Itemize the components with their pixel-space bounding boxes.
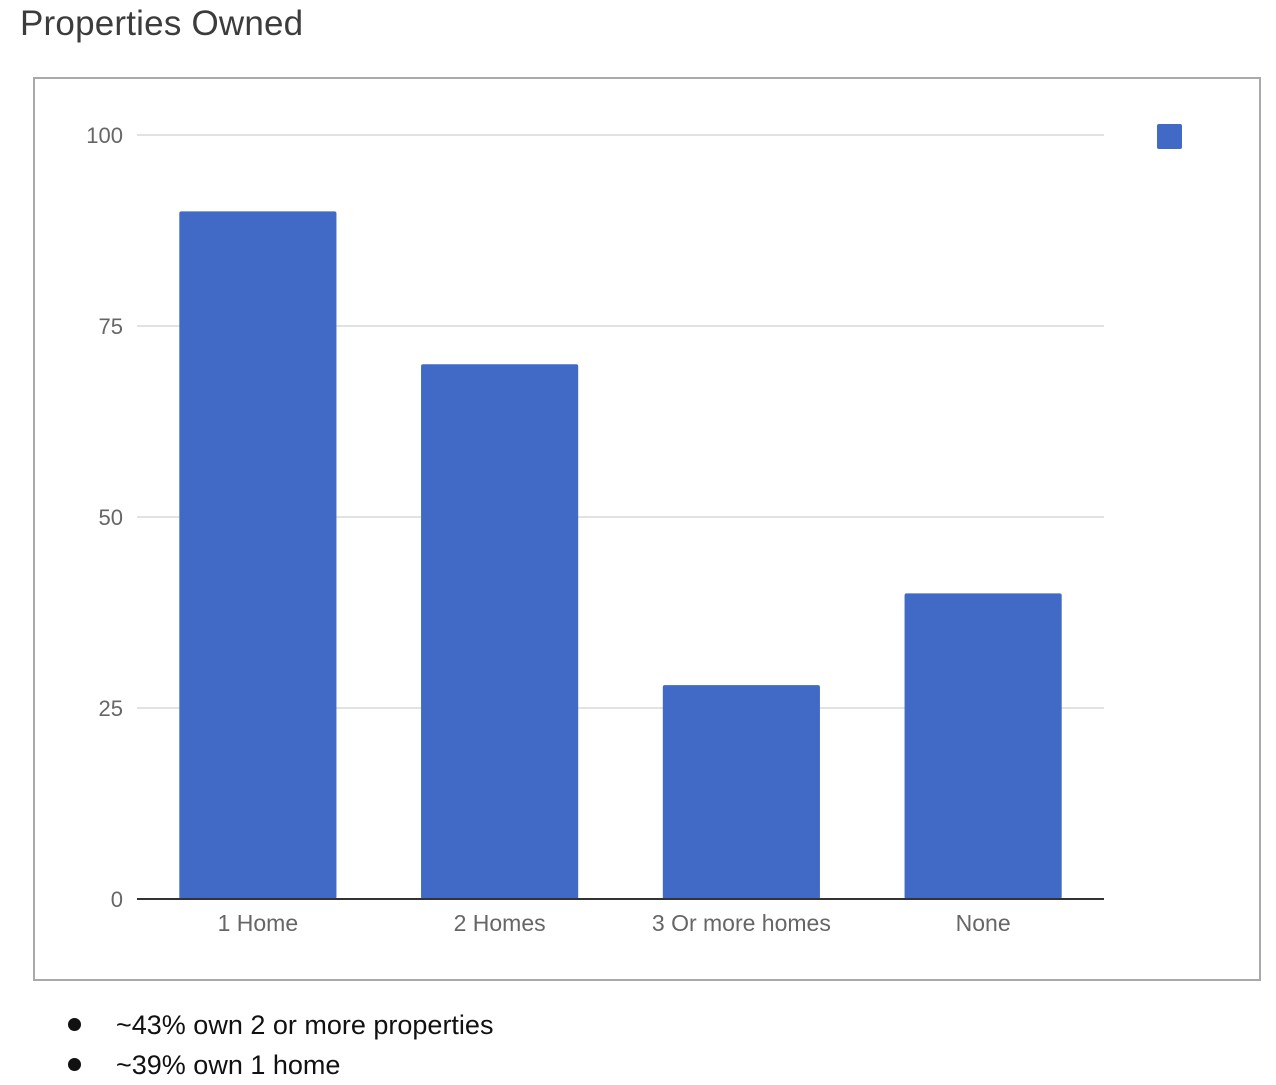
bar-chart: 0 25 50 75 100 1 Home 2 Homes 3 Or more homes N… <box>86 123 1182 936</box>
bullet-icon <box>68 1058 81 1071</box>
chart-frame: 0 25 50 75 100 1 Home 2 Homes 3 Or more homes N… <box>33 77 1261 981</box>
y-tick-label: 0 <box>111 887 123 912</box>
bar <box>904 593 1062 899</box>
bullet-icon <box>68 1018 81 1031</box>
legend-swatch <box>1157 124 1182 149</box>
y-tick-label: 25 <box>99 696 123 721</box>
note-text: ~43% own 2 or more properties <box>116 1010 494 1040</box>
x-tick-label: None <box>956 910 1011 936</box>
x-tick-labels: 1 Home 2 Homes 3 Or more homes None <box>218 910 1011 936</box>
bar <box>662 685 820 899</box>
y-tick-label: 50 <box>99 505 123 530</box>
page-title: Properties Owned <box>20 4 304 43</box>
y-tick-label: 75 <box>99 314 123 339</box>
y-tick-label: 100 <box>86 123 123 148</box>
bars <box>179 211 1062 899</box>
x-tick-label: 2 Homes <box>454 910 546 936</box>
legend <box>1157 124 1182 149</box>
bar <box>179 211 337 899</box>
note-text: ~39% own 1 home <box>116 1050 341 1080</box>
bar <box>421 364 579 899</box>
x-tick-label: 1 Home <box>218 910 299 936</box>
x-tick-label: 3 Or more homes <box>652 910 831 936</box>
y-tick-labels: 0 25 50 75 100 <box>86 123 123 912</box>
